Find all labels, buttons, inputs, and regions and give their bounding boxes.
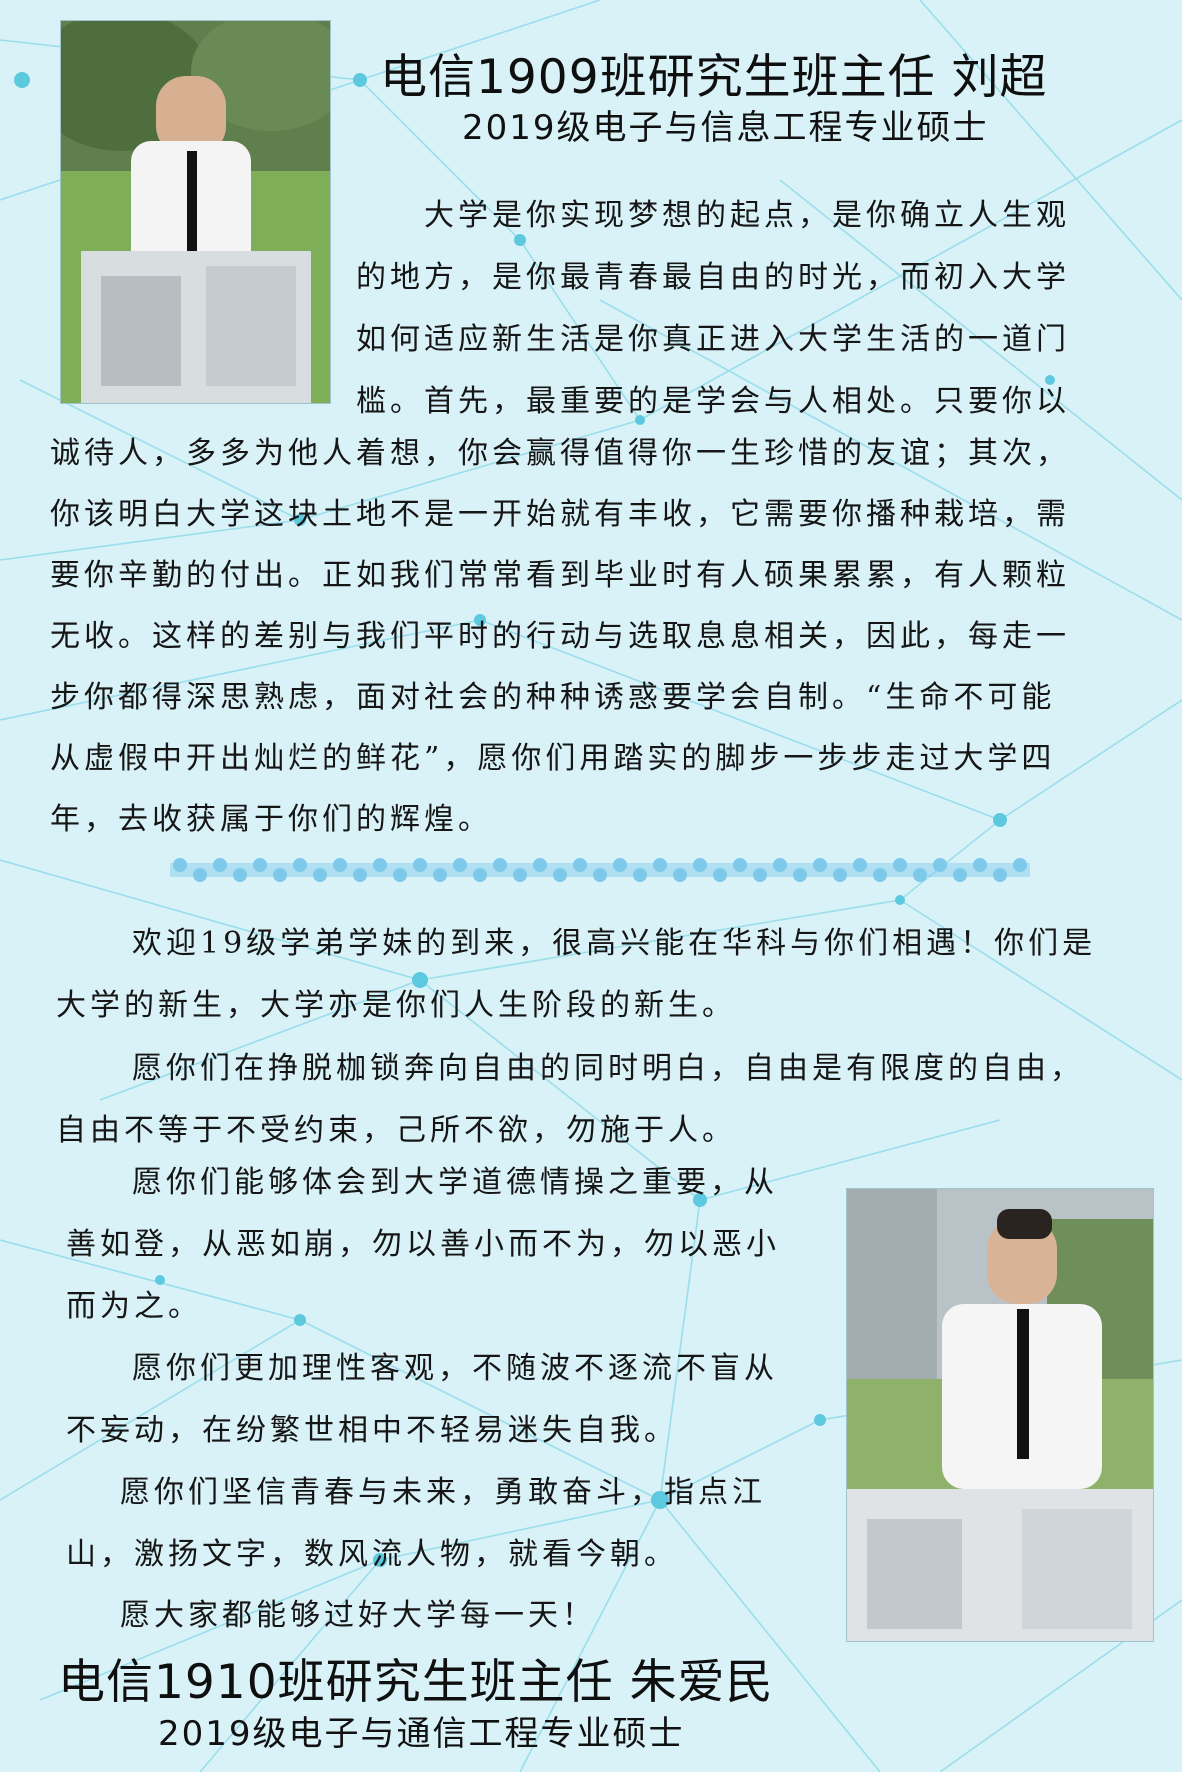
divider-dot	[933, 858, 947, 872]
divider-dot	[953, 868, 967, 882]
portrait-image	[847, 1189, 1153, 1641]
divider-dot	[593, 868, 607, 882]
letter-one-line: 要你辛勤的付出。正如我们常常看到毕业时有人硕果累累，有人颗粒	[50, 558, 1070, 593]
divider-dot	[173, 858, 187, 872]
divider-dot	[813, 858, 827, 872]
letter-one-line: 槛。首先，最重要的是学会与人相处。只要你以	[356, 384, 1070, 419]
divider-dot	[373, 858, 387, 872]
letter-two-line: 愿你们更加理性客观，不随波不逐流不盲从	[132, 1351, 778, 1386]
divider-dot	[633, 868, 647, 882]
divider-dot	[413, 858, 427, 872]
letter-two-line: 愿你们坚信青春与未来，勇敢奋斗，指点江	[120, 1475, 766, 1510]
letter-one-line: 年，去收获属于你们的辉煌。	[50, 802, 492, 837]
divider-dot	[673, 868, 687, 882]
letter-one-line: 无收。这样的差别与我们平时的行动与选取息息相关，因此，每走一	[50, 619, 1070, 654]
divider-dot	[293, 858, 307, 872]
divider-dot	[733, 858, 747, 872]
divider-dot	[233, 868, 247, 882]
divider-dot	[1013, 858, 1027, 872]
header-title: 电信1909班研究生班主任 刘超	[380, 50, 1048, 105]
divider-dot	[753, 868, 767, 882]
divider-dot	[613, 858, 627, 872]
divider-dot	[913, 868, 927, 882]
divider-dot	[993, 868, 1007, 882]
divider-dot	[513, 868, 527, 882]
divider-dot	[693, 858, 707, 872]
letter-two-line: 善如登，从恶如崩，勿以善小而不为，勿以恶小	[66, 1227, 780, 1262]
divider-dot	[393, 868, 407, 882]
letter-two-line: 愿你们能够体会到大学道德情操之重要，从	[132, 1165, 778, 1200]
divider-dot	[853, 858, 867, 872]
advisor-photo-zhu	[846, 1188, 1154, 1642]
divider-dot	[533, 858, 547, 872]
divider-dot	[893, 858, 907, 872]
divider-dot	[353, 868, 367, 882]
header-subtitle: 2019级电子与信息工程专业硕士	[462, 108, 989, 148]
divider-dot	[713, 868, 727, 882]
portrait-image	[61, 21, 330, 403]
divider-dot	[553, 868, 567, 882]
letter-two-line: 自由不等于不受约束，己所不欲，勿施于人。	[56, 1113, 736, 1148]
advisor-photo-liu	[60, 20, 331, 404]
divider-dot	[273, 868, 287, 882]
letter-two-line: 愿大家都能够过好大学每一天！	[120, 1598, 596, 1633]
divider-dot	[453, 858, 467, 872]
letter-one-line: 诚待人，多多为他人着想，你会赢得值得你一生珍惜的友谊；其次，	[50, 436, 1070, 471]
dotted-divider	[170, 858, 1030, 882]
divider-dot	[833, 868, 847, 882]
letter-two-line: 山，激扬文字，数风流人物，就看今朝。	[66, 1537, 678, 1572]
divider-dot	[573, 858, 587, 872]
footer-subtitle: 2019级电子与通信工程专业硕士	[158, 1714, 685, 1754]
letter-two-line: 大学的新生，大学亦是你们人生阶段的新生。	[56, 988, 736, 1023]
letter-two-line: 欢迎19级学弟学妹的到来，很高兴能在华科与你们相遇！你们是	[132, 926, 1097, 961]
letter-two-line: 愿你们在挣脱枷锁奔向自由的同时明白，自由是有限度的自由，	[132, 1051, 1084, 1086]
divider-dot	[473, 868, 487, 882]
divider-dot	[873, 868, 887, 882]
letter-one-line: 如何适应新生活是你真正进入大学生活的一道门	[356, 322, 1070, 357]
divider-dot	[313, 868, 327, 882]
divider-dot	[333, 858, 347, 872]
divider-dot	[253, 858, 267, 872]
letter-one-line: 从虚假中开出灿烂的鲜花”，愿你们用踏实的脚步一步步走过大学四	[50, 741, 1056, 776]
letter-one-line: 的地方，是你最青春最自由的时光，而初入大学	[356, 260, 1070, 295]
divider-dot	[773, 858, 787, 872]
divider-dot	[433, 868, 447, 882]
divider-dot	[793, 868, 807, 882]
divider-dot	[493, 858, 507, 872]
divider-dot	[213, 858, 227, 872]
letter-two-line: 而为之。	[66, 1289, 202, 1324]
divider-dot	[653, 858, 667, 872]
letter-one-line: 大学是你实现梦想的起点，是你确立人生观	[424, 198, 1070, 233]
letter-one-line: 步你都得深思熟虑，面对社会的种种诱惑要学会自制。“生命不可能	[50, 680, 1056, 715]
footer-title: 电信1910班研究生班主任 朱爱民	[58, 1655, 774, 1710]
letter-two-line: 不妄动，在纷繁世相中不轻易迷失自我。	[66, 1413, 678, 1448]
divider-dot	[193, 868, 207, 882]
letter-one-line: 你该明白大学这块土地不是一开始就有丰收，它需要你播种栽培，需	[50, 497, 1070, 532]
divider-dot	[973, 858, 987, 872]
